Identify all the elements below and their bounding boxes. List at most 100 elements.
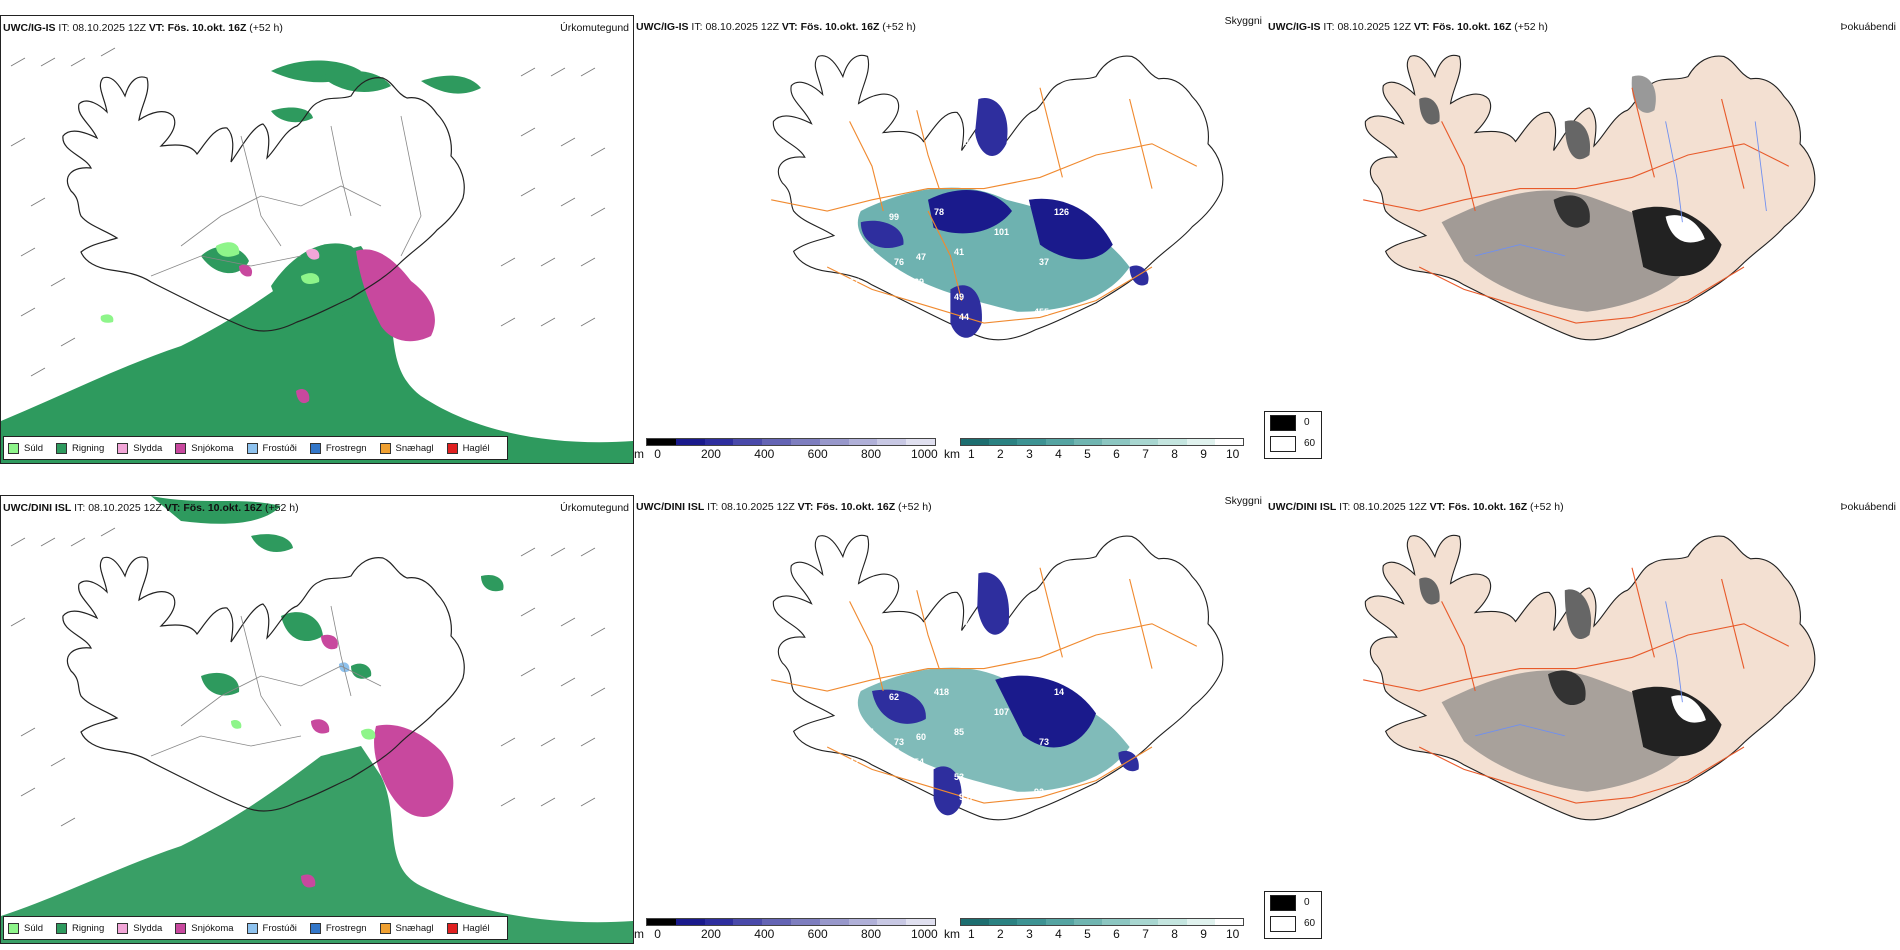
scale-tick: 3 xyxy=(1026,927,1033,941)
scale-tick: 2 xyxy=(997,447,1004,461)
scale-swatch xyxy=(1045,439,1074,445)
legend-label: Rigning xyxy=(72,442,105,454)
scale-tick: 3 xyxy=(1026,447,1033,461)
scale-tick: 8 xyxy=(1171,447,1178,461)
visibility-panel-2: 62 59 74 51 95 418 85 107 54 42 73 60 67 62 54 53 937 58 9… xyxy=(634,495,1266,944)
scale-swatch xyxy=(790,919,820,925)
legend-item: Frostúði xyxy=(246,922,297,934)
scale-swatch xyxy=(1130,919,1159,925)
precip-legend-2: Súld Rigning Slydda Snjókoma Frostúði Frostre… xyxy=(3,916,508,940)
scale-tick: 4 xyxy=(1055,927,1062,941)
legend-item: Súld xyxy=(8,922,43,934)
cloud-base-label: 393 xyxy=(1074,327,1089,337)
scale-tick: 4 xyxy=(1055,447,1062,461)
legend-item: Rigning xyxy=(56,922,105,934)
legend-swatch xyxy=(379,922,391,934)
visibility-panel-1: 99 83 85 84 66 78 41 101 68 67 76 47 80 18 39 49 44 576 45… xyxy=(634,15,1266,464)
scale-swatch xyxy=(1073,439,1103,445)
fog-key-label: 0 xyxy=(1304,897,1310,908)
scale-swatch xyxy=(704,919,734,925)
cloud-base-label: 62 xyxy=(889,692,899,702)
scale-tick: 0 xyxy=(654,927,661,941)
legend-swatch xyxy=(56,922,68,934)
scale-tick: 1 xyxy=(968,447,975,461)
legend-swatch xyxy=(379,442,391,454)
precip-map-1 xyxy=(1,47,633,463)
scale-swatch xyxy=(1214,439,1244,445)
cloud-base-label: 58 xyxy=(904,842,914,852)
legend-label: Súld xyxy=(24,442,44,454)
scale-tick: 9 xyxy=(1200,447,1207,461)
legend-swatch xyxy=(8,922,19,934)
scale-swatch xyxy=(1130,439,1159,445)
scale-swatch xyxy=(1102,919,1131,925)
cloud-base-label: 40 xyxy=(909,342,919,352)
scale-swatch xyxy=(675,439,705,445)
fog-key-2: 0 60 xyxy=(1264,891,1322,939)
cloud-base-label: 66 xyxy=(974,177,984,187)
cloud-base-label: 570 xyxy=(944,832,959,842)
legend-item: Snæhagl xyxy=(379,922,434,934)
scale-swatch xyxy=(1017,919,1046,925)
scale-tick: 9 xyxy=(1200,927,1207,941)
cloud-base-scale-1: m 0 200 400 600 800 1000 xyxy=(634,438,938,466)
cloud-base-label: 80 xyxy=(889,267,899,277)
legend-item: Haglél xyxy=(446,922,490,934)
legend-item: Frostúði xyxy=(246,442,297,454)
scale-swatch xyxy=(848,919,878,925)
cloud-base-label: 14 xyxy=(1054,687,1064,697)
legend-item: Snjókoma xyxy=(175,922,234,934)
legend-label: Slydda xyxy=(133,922,163,934)
cloud-base-label: 18 xyxy=(869,297,879,307)
cloud-base-label: 54 xyxy=(864,727,874,737)
visibility-scale-2: km 1 2 3 4 5 6 7 8 9 10 xyxy=(944,918,1244,946)
legend-item: Frostregn xyxy=(309,442,367,454)
legend-swatch xyxy=(446,922,458,934)
fog-panel-1: UWC/IG-IS IT: 08.10.2025 12Z VT: Fös. 10… xyxy=(1266,15,1900,464)
legend-label: Slydda xyxy=(133,442,163,454)
cloud-base-label: 51 xyxy=(984,637,994,647)
fog-header-2: UWC/DINI ISL IT: 08.10.2025 12Z VT: Fös.… xyxy=(1268,501,1564,513)
visibility-title-1: Skyggni xyxy=(1224,15,1262,27)
scale-swatch xyxy=(1158,919,1187,925)
scale-swatch xyxy=(1017,439,1046,445)
precip-panel-1: UWC/IG-IS IT: 08.10.2025 12Z VT: Fös. 10… xyxy=(0,15,634,464)
cloud-base-label: 41 xyxy=(954,247,964,257)
scale-tick: 7 xyxy=(1142,447,1149,461)
scale-tick: 800 xyxy=(861,447,882,461)
precip-header-1: UWC/IG-IS IT: 08.10.2025 12Z VT: Fös. 10… xyxy=(3,22,283,34)
cloud-base-label: 937 xyxy=(959,792,974,802)
scale-tick: 6 xyxy=(1113,927,1120,941)
legend-label: Frostregn xyxy=(325,922,367,934)
cloud-base-label: 52 xyxy=(914,857,924,867)
legend-swatch xyxy=(246,922,258,934)
legend-swatch xyxy=(309,922,321,934)
scale-tick: 400 xyxy=(754,927,775,941)
scale-swatch xyxy=(989,439,1018,445)
cloud-base-label: 36 xyxy=(924,877,934,887)
cloud-base-label: 58 xyxy=(984,807,994,817)
fog-panel-2: UWC/DINI ISL IT: 08.10.2025 12Z VT: Fös.… xyxy=(1266,495,1900,944)
legend-label: Rigning xyxy=(72,922,105,934)
legend-item: Snjókoma xyxy=(175,442,234,454)
scale-tick: 7 xyxy=(1142,927,1149,941)
cloud-base-label: 67 xyxy=(849,277,859,287)
legend-label: Frostúði xyxy=(262,922,297,934)
visibility-title-2: Skyggni xyxy=(1224,495,1262,507)
scale-unit: m xyxy=(634,447,644,461)
legend-swatch xyxy=(117,922,129,934)
scale-swatch xyxy=(790,439,820,445)
scale-swatch xyxy=(647,439,676,445)
legend-label: Snjókoma xyxy=(191,442,234,454)
scale-tick: 600 xyxy=(807,927,828,941)
scale-tick: 1000 xyxy=(911,927,938,941)
cloud-base-label: 49 xyxy=(954,292,964,302)
cloud-base-label: 73 xyxy=(1039,737,1049,747)
fog-key-swatch xyxy=(1270,414,1296,431)
scale-swatch xyxy=(1186,919,1215,925)
legend-swatch xyxy=(246,442,258,454)
fog-key-row: 60 xyxy=(1265,433,1321,454)
scale-bar xyxy=(960,918,1244,926)
scale-swatch xyxy=(1073,919,1103,925)
